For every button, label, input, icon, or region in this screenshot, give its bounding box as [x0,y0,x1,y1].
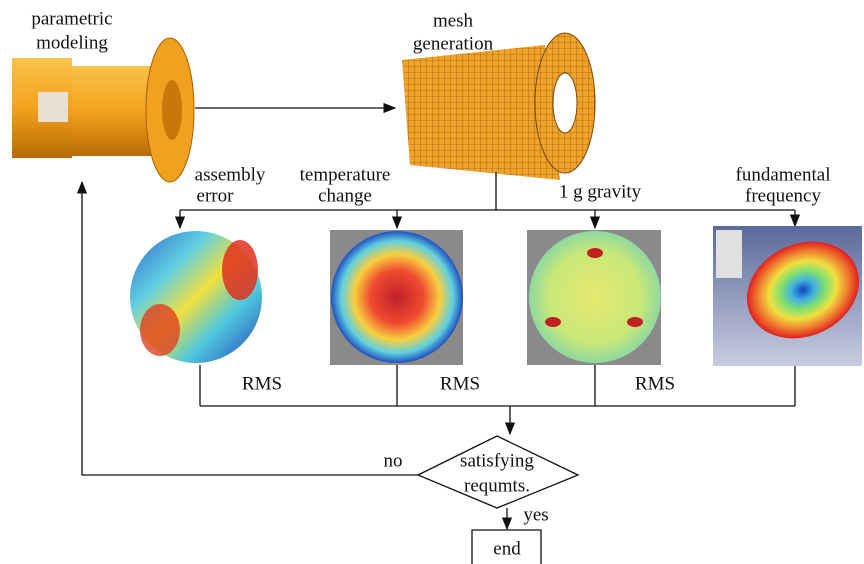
analysis-label: change [318,185,372,206]
assembly-error-map [130,231,262,363]
frequency-map [713,224,864,366]
no-label: no [384,450,403,471]
decision-diamond [418,436,578,508]
connector [180,172,795,210]
cad-model-image [12,38,194,182]
rms-label: RMS [242,373,282,394]
connector [200,365,795,406]
node-label: mesh [433,10,474,31]
node-label: modeling [36,32,108,53]
temperature-map [330,230,463,365]
gravity-map [527,230,661,365]
analysis-label: temperature [300,164,391,185]
mesh-image [402,33,595,180]
yes-label: yes [523,504,548,525]
decision-label: satisfying [460,450,534,471]
rms-label: RMS [635,373,675,394]
flowchart: parametric modeling mesh generation asse… [0,0,864,564]
analysis-label: error [197,185,235,206]
node-label: parametric [31,8,112,29]
decision-label: requmts. [464,475,530,496]
analysis-label: assembly [195,164,266,185]
analysis-label: 1 g gravity [559,181,642,202]
end-label: end [493,538,521,559]
node-label: generation [413,33,494,54]
rms-label: RMS [440,373,480,394]
analysis-label: frequency [745,185,821,206]
analysis-label: fundamental [736,164,831,185]
